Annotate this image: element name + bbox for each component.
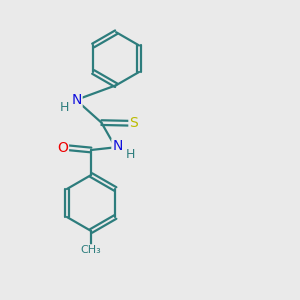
Text: N: N xyxy=(71,93,82,107)
Text: H: H xyxy=(59,101,69,114)
Text: CH₃: CH₃ xyxy=(81,245,101,255)
Text: N: N xyxy=(112,139,123,153)
Text: S: S xyxy=(129,116,138,130)
Text: O: O xyxy=(57,141,68,154)
Text: H: H xyxy=(125,148,135,160)
